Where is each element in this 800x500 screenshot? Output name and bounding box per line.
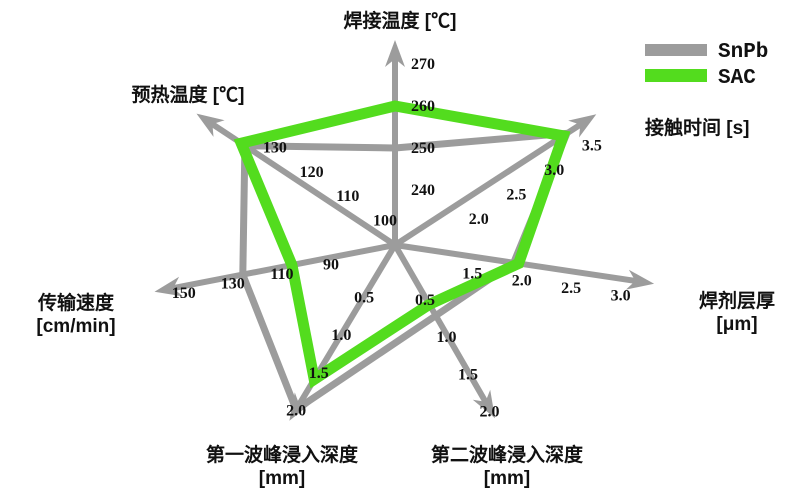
legend-label-sac: SAC	[718, 67, 756, 90]
chart-legend: SnPb SAC	[645, 41, 768, 90]
axis-label-contact-time: 接触时间 [s]	[645, 116, 750, 139]
axis-label-wave1-depth-unit: [mm]	[259, 468, 305, 489]
axis-line-contact-time	[393, 121, 583, 248]
axis-label-wave2-depth-unit: [mm]	[484, 468, 530, 489]
tick-label-solder-temp-250: 250	[411, 140, 435, 157]
axis-arrow-icon-solder-temp	[385, 40, 405, 67]
axis-arrow-icon-contact-time	[568, 114, 597, 138]
axis-label-solder-temp: 焊接温度 [℃]	[344, 9, 457, 32]
axis-label-wave1-depth: 第一波峰浸入深度	[206, 443, 359, 466]
axis-label-flux-thickness: 焊剂层厚	[699, 289, 775, 312]
tick-label-conveyor-speed-110: 110	[270, 266, 293, 283]
tick-label-wave2-depth-2.0: 2.0	[480, 404, 500, 421]
tick-label-wave2-depth-0.5: 0.5	[415, 292, 435, 309]
tick-label-solder-temp-270: 270	[411, 56, 435, 73]
tick-label-wave2-depth-1.5: 1.5	[458, 366, 478, 383]
tick-label-contact-time-2.5: 2.5	[506, 186, 526, 203]
tick-label-conveyor-speed-90: 90	[323, 257, 339, 274]
axis-line-conveyor-speed	[171, 242, 396, 292]
tick-label-preheat-temp-130: 130	[263, 140, 287, 157]
tick-label-flux-thickness-1.5: 1.5	[462, 265, 482, 282]
tick-label-wave1-depth-0.5: 0.5	[354, 289, 374, 306]
tick-label-wave1-depth-1.0: 1.0	[331, 327, 351, 344]
snpb-color-swatch	[645, 44, 707, 56]
tick-label-preheat-temp-100: 100	[373, 213, 397, 230]
radar-chart-body: 240 250 260 270 2.0 2.5 3.0 3.5 1.5 2.0 2.5 3.0 0.5 1…	[36, 9, 775, 489]
axis-label-conveyor-speed-unit: [cm/min]	[36, 316, 115, 337]
series-sac-polygon	[233, 100, 571, 389]
tick-label-wave2-depth-1.0: 1.0	[437, 329, 457, 346]
axis-label-preheat-temp: 预热温度 [℃]	[132, 83, 245, 106]
tick-label-contact-time-2.0: 2.0	[469, 211, 489, 228]
axis-arrow-icon-flux-thickness	[625, 269, 655, 290]
tick-label-conveyor-speed-130: 130	[221, 276, 245, 293]
axis-arrow-icon-preheat-temp	[196, 113, 225, 137]
axis-arrow-icon-wave2-depth	[472, 389, 495, 419]
axis-label-conveyor-speed: 传输速度	[37, 291, 115, 314]
tick-label-preheat-temp-110: 110	[336, 188, 359, 205]
tick-label-wave1-depth-1.5: 1.5	[309, 365, 329, 382]
tick-label-contact-time-3.5: 3.5	[582, 137, 602, 154]
tick-label-contact-time-3.0: 3.0	[544, 162, 564, 179]
axis-line-wave2-depth	[392, 243, 489, 405]
tick-label-flux-thickness-2.0: 2.0	[512, 273, 532, 290]
tick-label-preheat-temp-120: 120	[300, 164, 324, 181]
sac-color-swatch	[645, 69, 707, 82]
tick-label-solder-temp-260: 260	[411, 98, 435, 115]
tick-label-conveyor-speed-150: 150	[172, 285, 196, 302]
axis-label-flux-thickness-unit: [μm]	[716, 314, 757, 335]
tick-label-solder-temp-240: 240	[411, 182, 435, 199]
tick-label-flux-thickness-2.5: 2.5	[561, 280, 581, 297]
axis-label-wave2-depth: 第二波峰浸入深度	[431, 443, 584, 466]
legend-label-snpb: SnPb	[718, 41, 768, 64]
axis-arrow-icon-conveyor-speed	[154, 276, 183, 297]
tick-label-wave1-depth-2.0: 2.0	[286, 403, 306, 420]
tick-label-flux-thickness-3.0: 3.0	[611, 288, 631, 305]
